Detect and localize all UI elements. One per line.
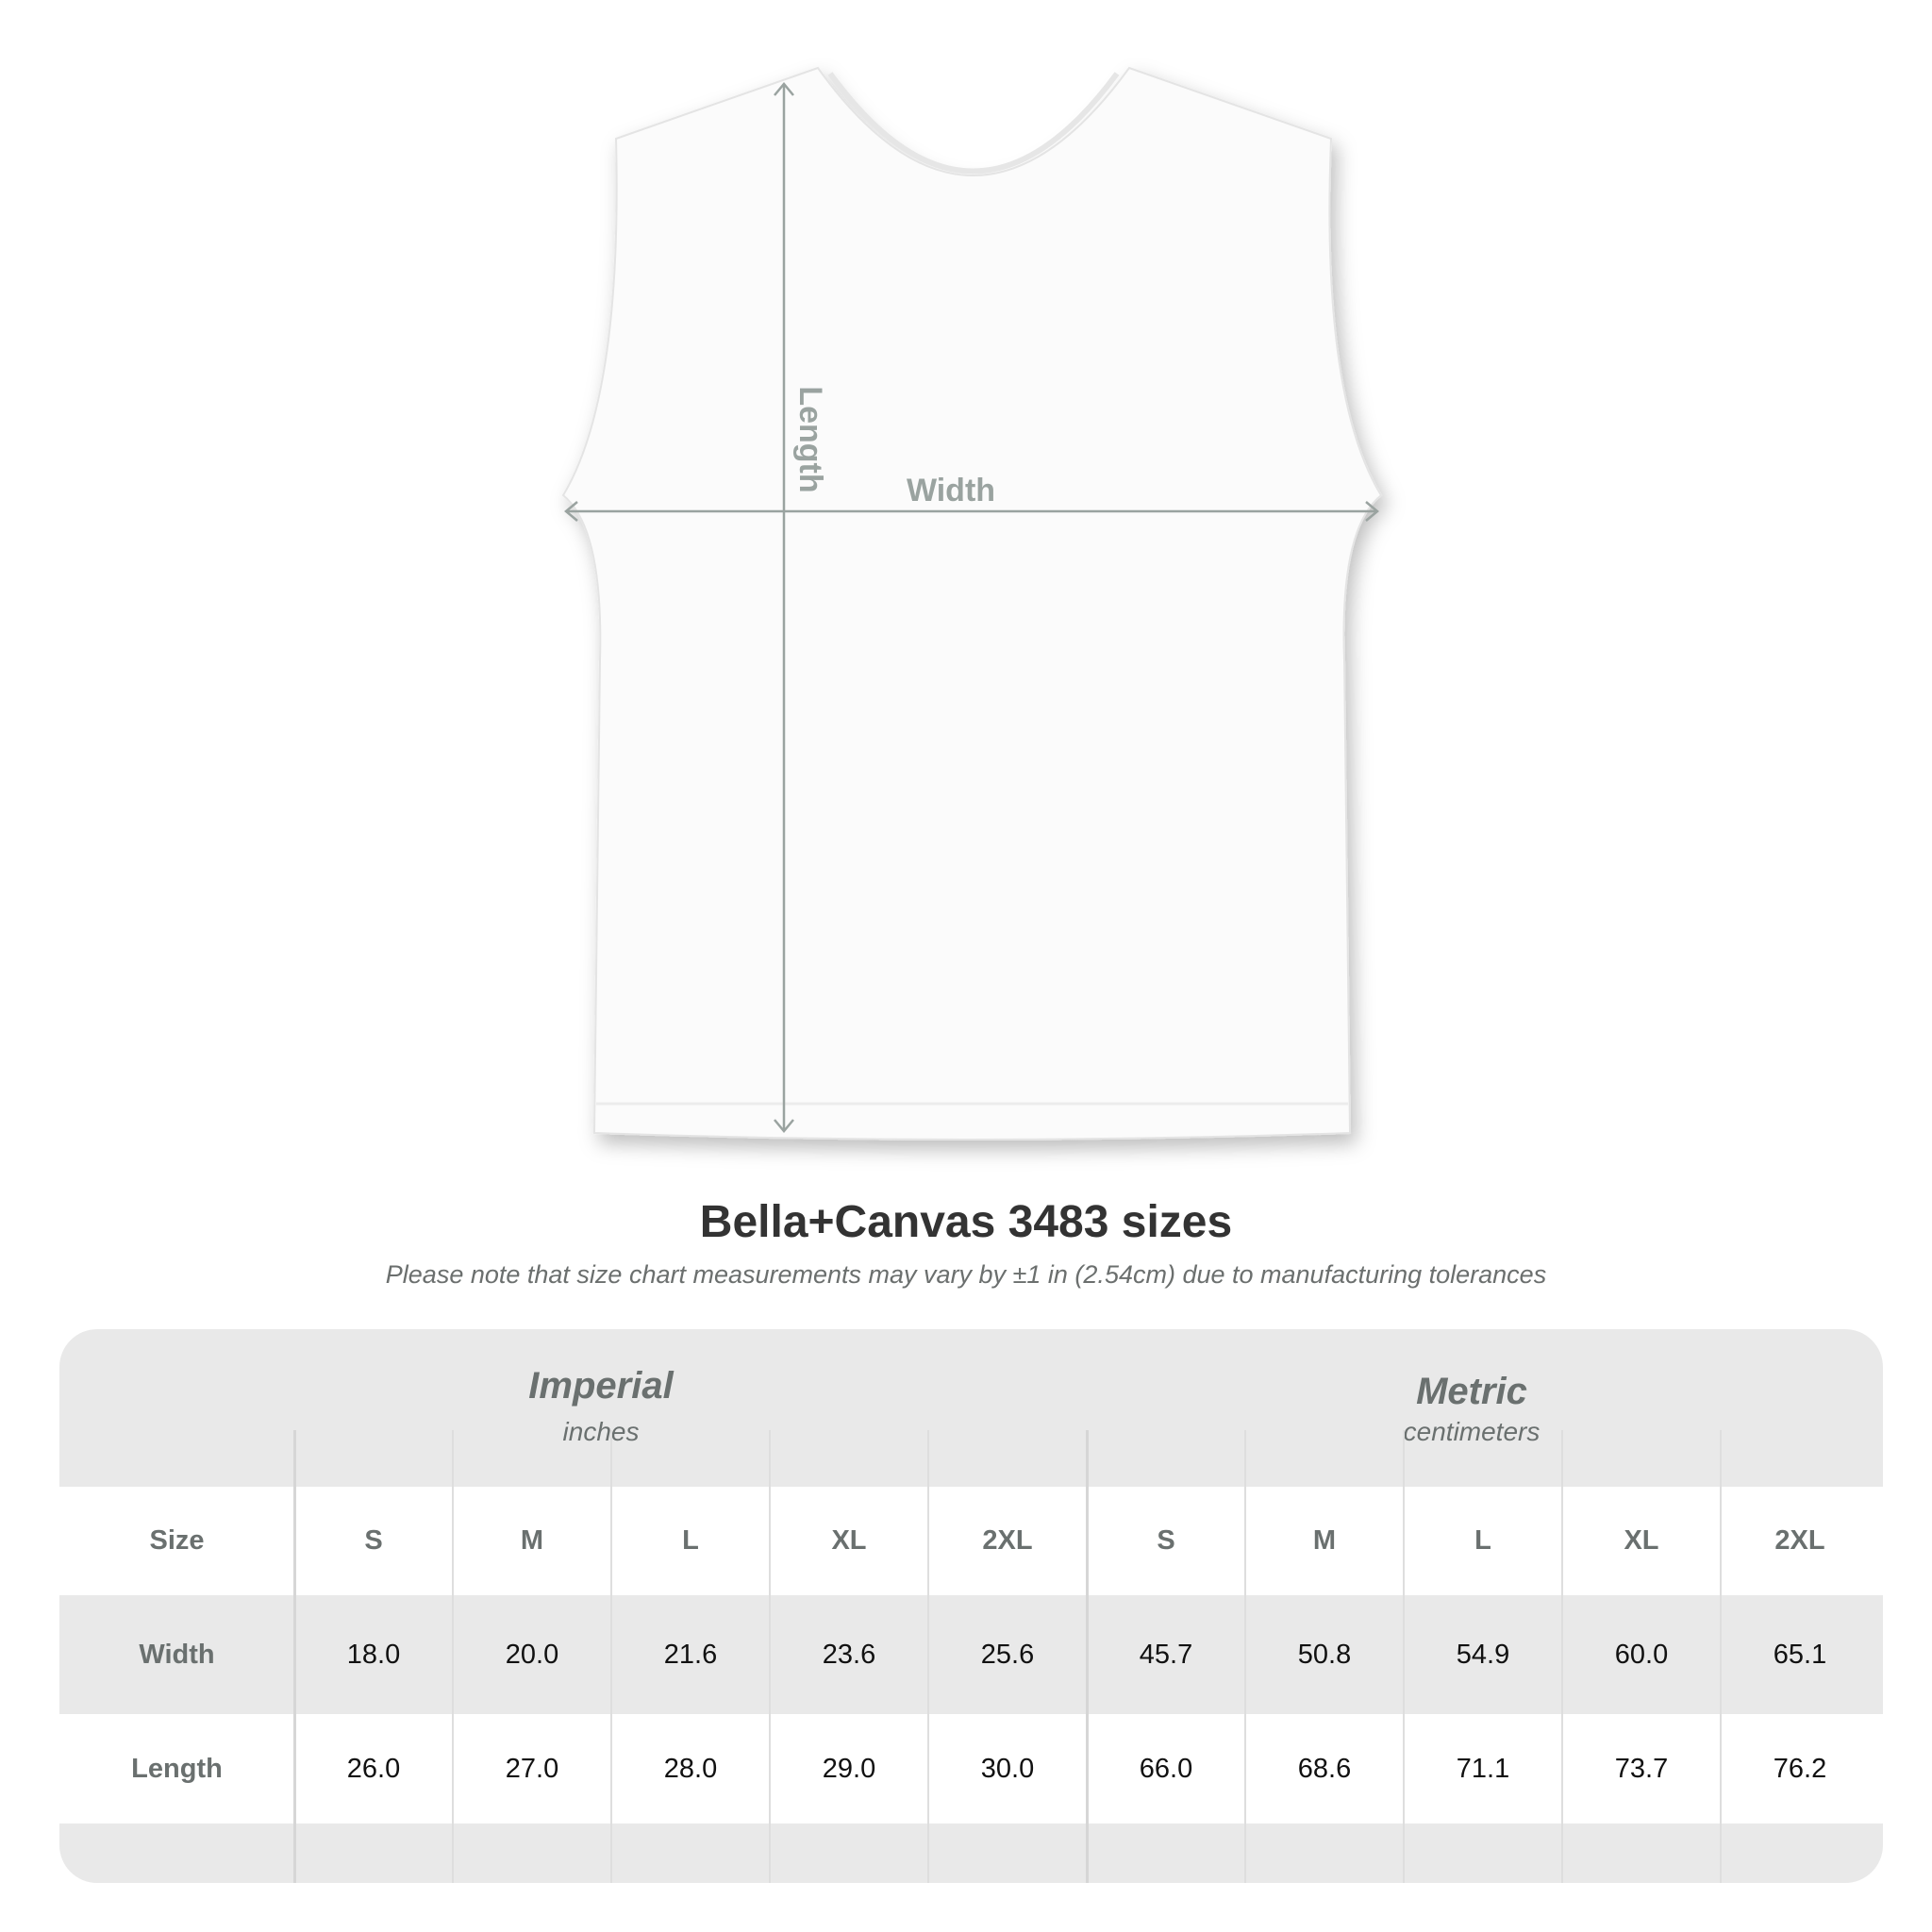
table-cell: 60.0 (1614, 1639, 1669, 1670)
table-cell: 71.1 (1456, 1753, 1510, 1784)
column-divider (293, 1430, 296, 1883)
table-cell: 54.9 (1456, 1639, 1510, 1670)
page-title: Bella+Canvas 3483 sizes (699, 1197, 1233, 1247)
size-column-header: 2XL (1774, 1525, 1825, 1556)
size-column-header: M (520, 1525, 544, 1556)
collar-seam (827, 72, 1120, 175)
table-cell: 65.1 (1773, 1639, 1827, 1670)
size-table: Imperial inches Metric centimeters Size S… (59, 1329, 1883, 1883)
table-cell: 21.6 (663, 1639, 718, 1670)
width-arrow (564, 501, 1379, 522)
table-cell: 68.6 (1297, 1753, 1352, 1784)
size-column-header: S (364, 1525, 383, 1556)
size-column-header: L (682, 1525, 699, 1556)
column-divider (769, 1430, 771, 1883)
group-name: Imperial (528, 1365, 674, 1407)
column-divider (1561, 1430, 1563, 1883)
table-cell: 29.0 (822, 1753, 876, 1784)
length-arrow (774, 82, 794, 1133)
tolerance-note: Please note that size chart measurements… (385, 1260, 1547, 1289)
column-divider (1244, 1430, 1246, 1883)
table-cell: 18.0 (346, 1639, 401, 1670)
row-label: Length (131, 1753, 223, 1784)
column-divider (927, 1430, 929, 1883)
size-column-header: XL (831, 1525, 867, 1556)
size-column-header: XL (1624, 1525, 1659, 1556)
table-cell: 76.2 (1773, 1753, 1827, 1784)
group-unit: centimeters (1403, 1417, 1541, 1446)
group-name: Metric (1416, 1371, 1527, 1412)
table-cell: 73.7 (1614, 1753, 1669, 1784)
metric-header: Metric centimeters (1236, 1371, 1707, 1447)
column-divider (1403, 1430, 1405, 1883)
table-cell: 66.0 (1139, 1753, 1193, 1784)
table-cell: 50.8 (1297, 1639, 1352, 1670)
table-cell: 20.0 (505, 1639, 559, 1670)
table-cell: 25.6 (980, 1639, 1035, 1670)
column-divider (610, 1430, 612, 1883)
tank-top-diagram: Length Width (561, 66, 1383, 1141)
size-column-header: S (1157, 1525, 1175, 1556)
table-cell: 28.0 (663, 1753, 718, 1784)
tank-top-shape (561, 66, 1383, 1141)
table-cell: 45.7 (1139, 1639, 1193, 1670)
table-cell: 26.0 (346, 1753, 401, 1784)
column-divider (1720, 1430, 1722, 1883)
width-label: Width (907, 473, 995, 508)
length-row-band (59, 1714, 1883, 1824)
table-cell: 30.0 (980, 1753, 1035, 1784)
row-label: Width (139, 1639, 215, 1670)
size-row-band (59, 1487, 1883, 1595)
size-column-header: L (1474, 1525, 1491, 1556)
size-column-header: 2XL (982, 1525, 1033, 1556)
column-divider (1086, 1430, 1089, 1883)
column-divider (452, 1430, 454, 1883)
size-header: Size (149, 1525, 205, 1556)
group-unit: inches (562, 1417, 640, 1446)
length-label: Length (792, 386, 828, 492)
table-cell: 27.0 (505, 1753, 559, 1784)
imperial-header: Imperial inches (365, 1365, 837, 1447)
table-cell: 23.6 (822, 1639, 876, 1670)
size-column-header: M (1312, 1525, 1337, 1556)
